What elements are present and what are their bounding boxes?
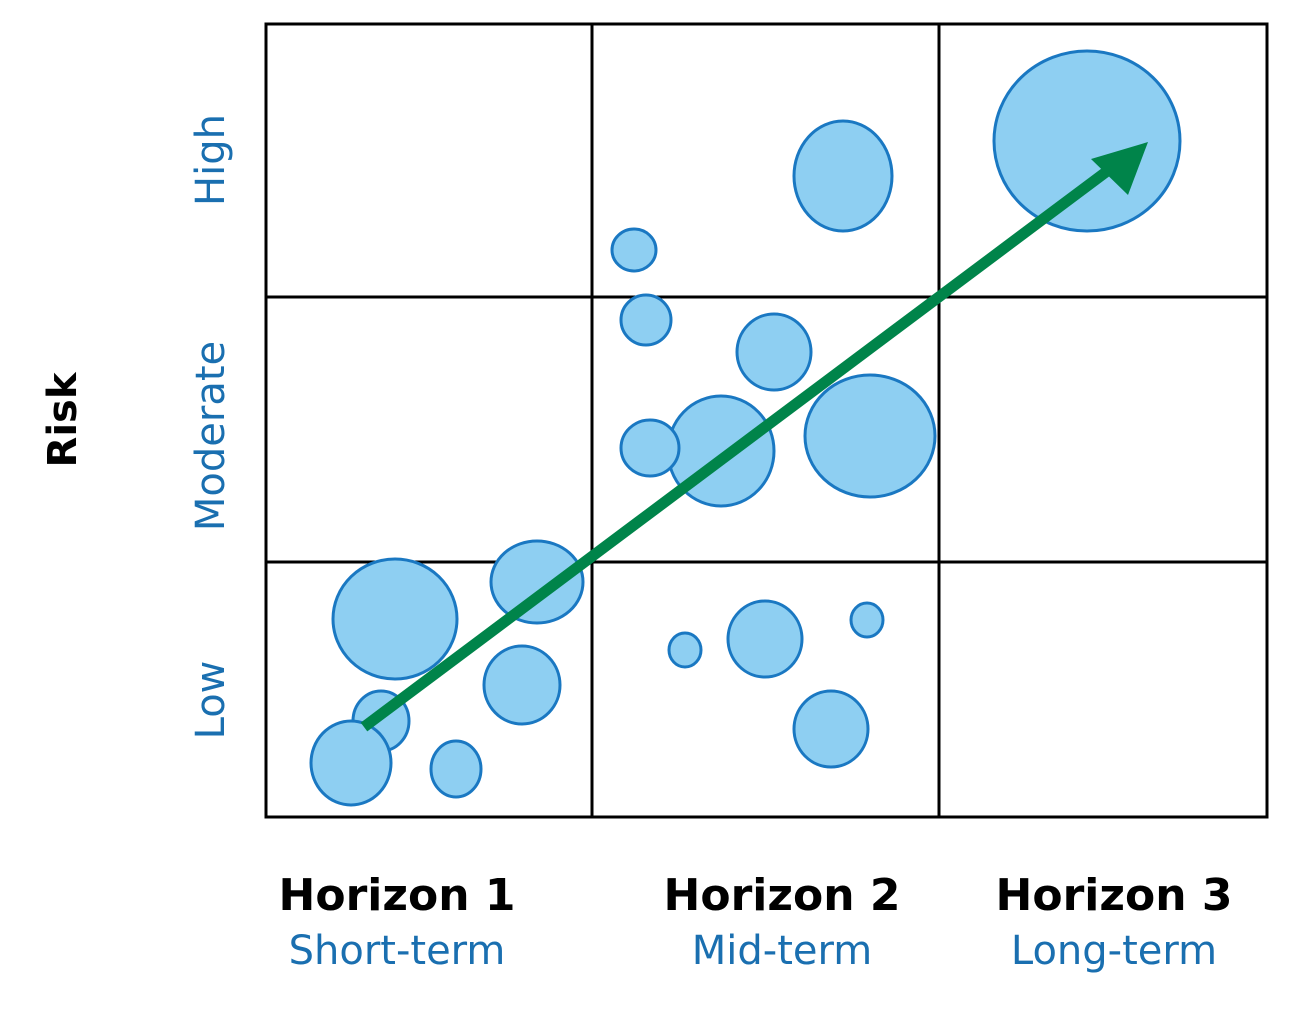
column-title-horizon-1: Horizon 1 (279, 870, 516, 921)
bubbles (309, 49, 1182, 807)
bubble-5 (309, 719, 393, 807)
grid (264, 22, 1269, 819)
bubble-12 (619, 418, 681, 478)
row-label-high: High (188, 114, 234, 206)
trend-arrow-head (1091, 142, 1148, 195)
row-label-moderate: Moderate (188, 341, 234, 531)
bubble-3 (482, 644, 562, 726)
bubble-15 (667, 631, 703, 669)
trend-arrow-icon (360, 142, 1148, 732)
bubble-6 (429, 739, 483, 799)
trend-arrow-shaft (360, 158, 1122, 732)
column-subtitle-mid-term: Mid-term (692, 928, 872, 974)
bubble-16 (849, 601, 885, 639)
bubble-9 (619, 293, 673, 347)
column-title-horizon-3: Horizon 3 (996, 870, 1233, 921)
bubble-1 (331, 557, 459, 681)
row-label-low: Low (188, 661, 234, 740)
bubble-2 (489, 539, 585, 625)
column-subtitle-short-term: Short-term (289, 928, 506, 974)
bubble-8 (610, 227, 658, 273)
grid-border (264, 22, 1269, 819)
column-title-horizon-2: Horizon 2 (664, 870, 901, 921)
bubble-10 (735, 312, 813, 392)
bubble-14 (726, 599, 804, 679)
bubble-7 (792, 119, 894, 233)
bubble-13 (803, 373, 937, 499)
column-subtitle-long-term: Long-term (1011, 928, 1217, 974)
bubble-18 (992, 49, 1182, 233)
risk-axis-title: Risk (40, 371, 86, 467)
bubble-17 (792, 689, 870, 769)
